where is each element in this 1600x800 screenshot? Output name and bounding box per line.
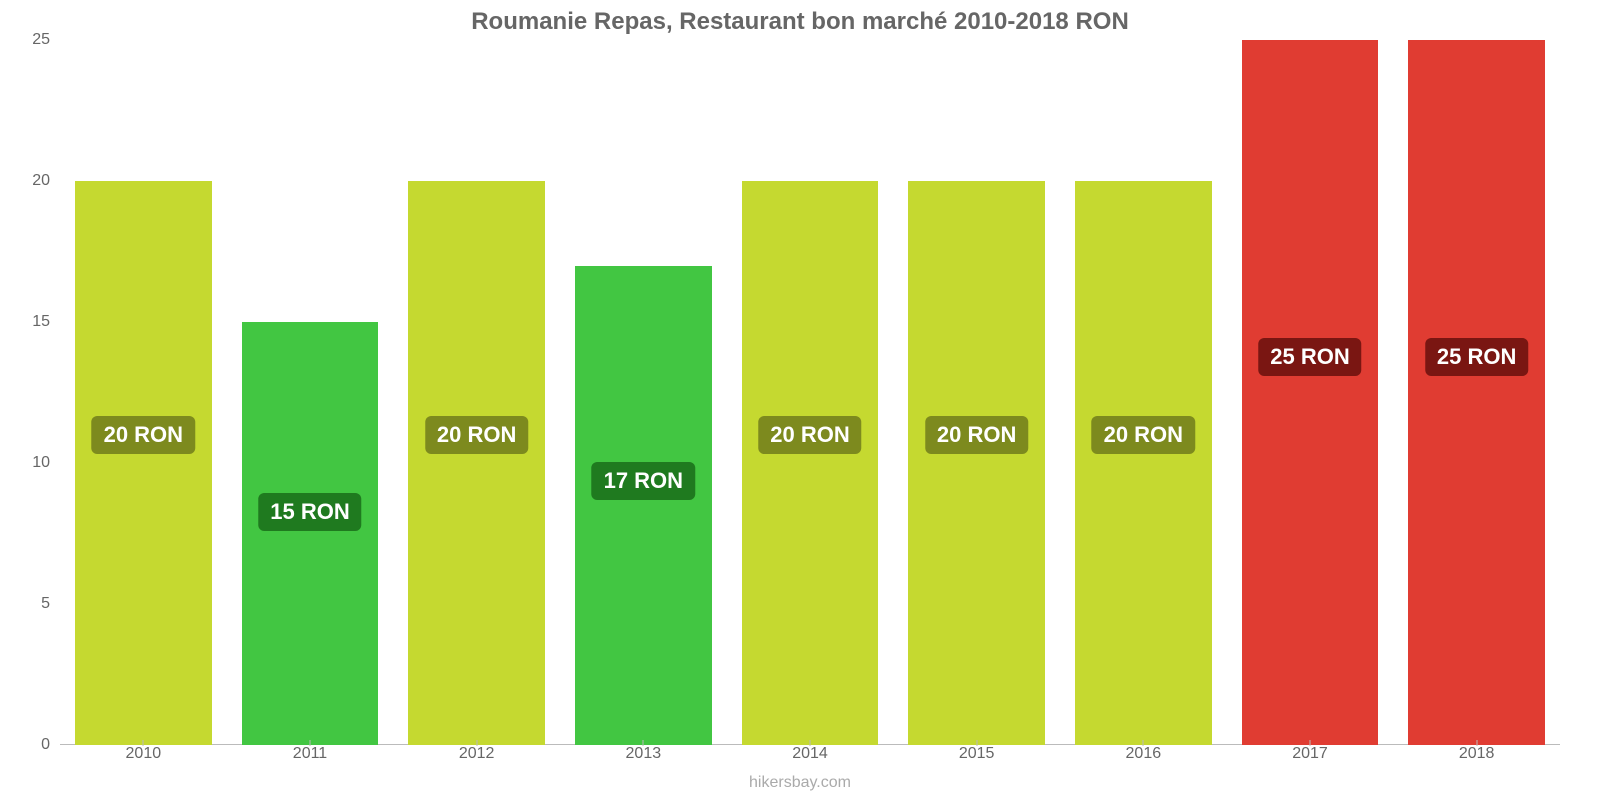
bars-layer: 20 RON 15 RON 20 RON 17 RON 20 RON 20 RON 20 R… xyxy=(60,40,1560,745)
chart-container: Roumanie Repas, Restaurant bon marché 20… xyxy=(0,0,1600,800)
x-tick-label: 2018 xyxy=(1459,745,1495,763)
y-tick-label: 15 xyxy=(0,313,50,331)
y-tick-label: 10 xyxy=(0,454,50,472)
bar-value-label: 20 RON xyxy=(425,416,528,454)
bar-value-label: 25 RON xyxy=(1425,338,1528,376)
bar: 15 RON xyxy=(242,322,379,745)
bar-value-label: 20 RON xyxy=(758,416,861,454)
x-tick-mark xyxy=(810,740,811,746)
bar-value-label: 17 RON xyxy=(592,462,695,500)
bar: 17 RON xyxy=(575,266,712,745)
x-tick-label: 2013 xyxy=(626,745,662,763)
x-tick-label: 2016 xyxy=(1126,745,1162,763)
y-tick-label: 20 xyxy=(0,172,50,190)
bar: 20 RON xyxy=(75,181,212,745)
bar: 20 RON xyxy=(908,181,1045,745)
plot-area: 20 RON 15 RON 20 RON 17 RON 20 RON 20 RON 20 R… xyxy=(60,40,1560,745)
y-tick-label: 25 xyxy=(0,31,50,49)
bar-value-label: 20 RON xyxy=(925,416,1028,454)
chart-title: Roumanie Repas, Restaurant bon marché 20… xyxy=(0,8,1600,36)
bar: 25 RON xyxy=(1242,40,1379,745)
x-tick-mark xyxy=(476,740,477,746)
bar: 25 RON xyxy=(1408,40,1545,745)
x-tick-label: 2011 xyxy=(293,745,327,763)
bar-value-label: 25 RON xyxy=(1258,338,1361,376)
bar: 20 RON xyxy=(742,181,879,745)
credit-text: hikersbay.com xyxy=(0,774,1600,792)
x-tick-mark xyxy=(643,740,644,746)
y-tick-label: 5 xyxy=(0,595,50,613)
x-axis: 2010 2011 2012 2013 2014 2015 2016 2017 2018 xyxy=(60,745,1560,770)
y-axis: 0510152025 xyxy=(0,40,60,745)
x-tick-label: 2010 xyxy=(126,745,162,763)
x-tick-label: 2012 xyxy=(459,745,495,763)
x-tick-mark xyxy=(1476,740,1477,746)
x-tick-label: 2017 xyxy=(1292,745,1328,763)
x-tick-mark xyxy=(143,740,144,746)
x-tick-mark xyxy=(1143,740,1144,746)
bar-value-label: 20 RON xyxy=(1092,416,1195,454)
x-tick-label: 2014 xyxy=(792,745,828,763)
bar-value-label: 15 RON xyxy=(258,493,361,531)
y-tick-label: 0 xyxy=(0,736,50,754)
bar: 20 RON xyxy=(1075,181,1212,745)
x-tick-mark xyxy=(976,740,977,746)
bar-value-label: 20 RON xyxy=(92,416,195,454)
x-tick-mark xyxy=(310,740,311,746)
x-tick-label: 2015 xyxy=(959,745,995,763)
x-tick-mark xyxy=(1310,740,1311,746)
bar: 20 RON xyxy=(408,181,545,745)
